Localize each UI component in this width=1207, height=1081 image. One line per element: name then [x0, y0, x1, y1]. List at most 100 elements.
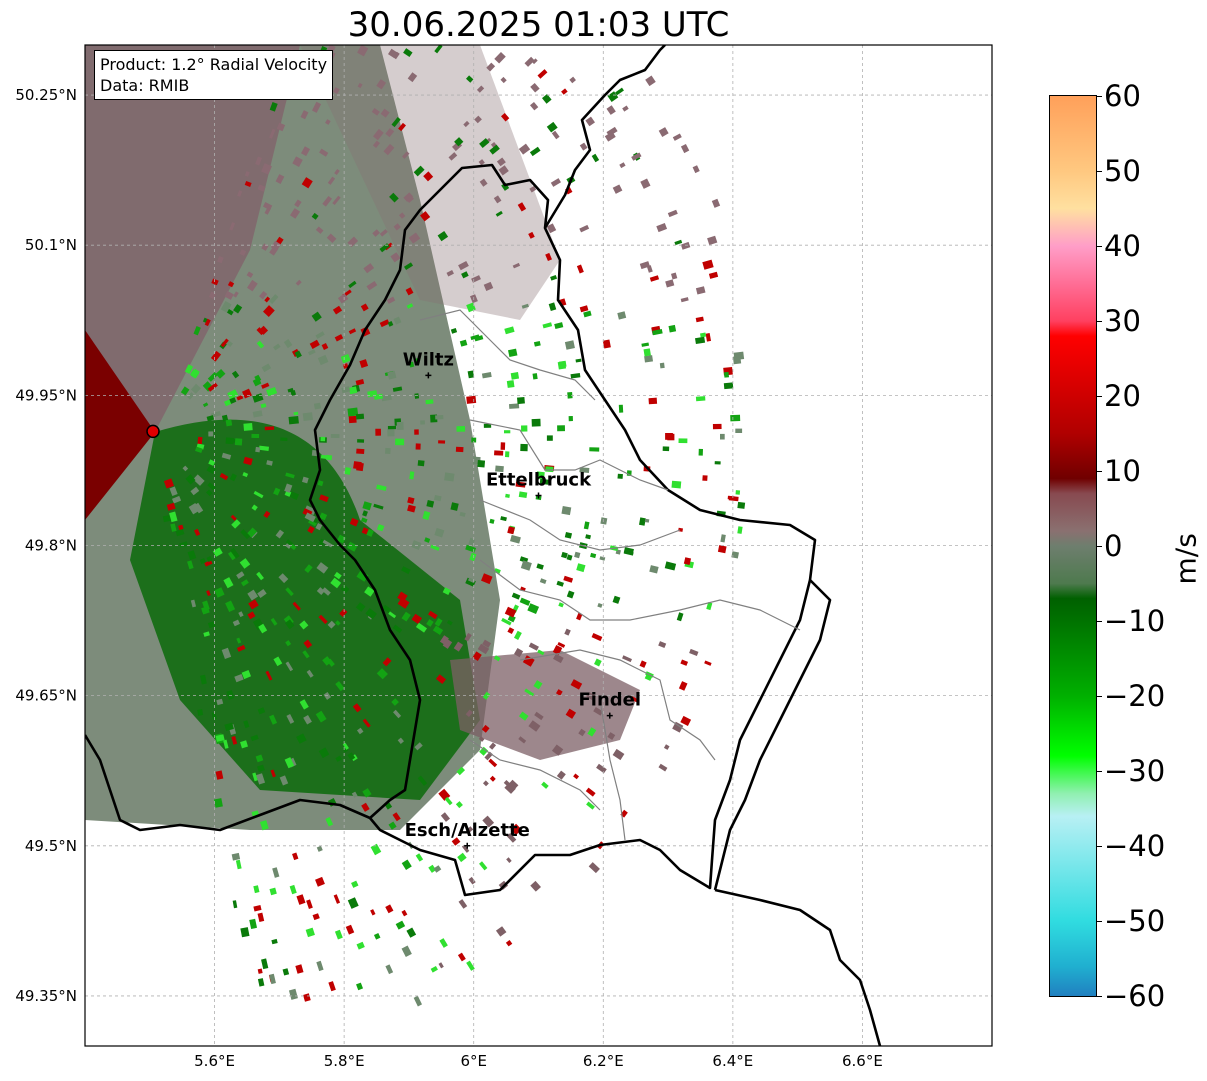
colorbar-tick-label: −30	[1104, 754, 1166, 788]
velocity-pixel	[293, 411, 299, 416]
velocity-pixel	[500, 76, 507, 84]
velocity-pixel	[306, 669, 314, 678]
velocity-pixel	[489, 518, 495, 524]
velocity-pixel	[579, 224, 590, 233]
velocity-pixel	[735, 490, 741, 495]
velocity-pixel	[339, 608, 348, 617]
velocity-pixel	[521, 303, 529, 309]
velocity-pixel	[206, 415, 215, 422]
velocity-pixel	[372, 140, 380, 148]
velocity-pixel	[500, 516, 507, 522]
velocity-pixel	[385, 964, 394, 975]
velocity-pixel	[515, 481, 526, 488]
velocity-pixel	[264, 206, 272, 215]
velocity-pixel	[304, 564, 313, 573]
velocity-pixel	[404, 262, 414, 271]
velocity-pixel	[537, 69, 548, 79]
velocity-pixel	[503, 780, 512, 788]
radar-site-marker[interactable]	[146, 424, 160, 439]
velocity-pixel	[471, 437, 477, 443]
velocity-pixel	[602, 339, 611, 349]
velocity-pixel	[363, 263, 375, 274]
velocity-pixel	[465, 709, 473, 718]
velocity-pixel	[414, 742, 423, 751]
velocity-pixel	[239, 249, 247, 256]
velocity-pixel	[557, 425, 566, 432]
velocity-pixel	[409, 471, 415, 480]
velocity-pixel	[317, 480, 324, 487]
velocity-pixel	[468, 876, 476, 885]
velocity-pixel	[224, 399, 232, 407]
velocity-pixel	[334, 929, 343, 940]
velocity-pixel	[570, 372, 581, 379]
velocity-pixel	[190, 486, 200, 496]
velocity-pixel	[576, 264, 584, 274]
velocity-pixel	[263, 305, 275, 317]
velocity-pixel	[459, 339, 468, 347]
lon-tick-label: 6°E	[460, 1052, 487, 1070]
velocity-pixel	[305, 927, 315, 938]
velocity-pixel	[430, 966, 438, 973]
velocity-pixel	[204, 560, 213, 567]
velocity-pixel	[296, 894, 306, 905]
velocity-pixel	[380, 108, 390, 118]
velocity-pixel	[175, 528, 185, 537]
canton-borders	[419, 309, 801, 841]
velocity-pixel	[319, 148, 329, 157]
velocity-pixel	[226, 690, 235, 700]
velocity-pixel	[365, 608, 377, 620]
velocity-pixel	[437, 231, 449, 242]
velocity-pixel	[269, 887, 277, 896]
lon-tick-label: 6.4°E	[712, 1052, 753, 1070]
lat-tick-label: 50.25°N	[15, 86, 77, 104]
velocity-pixel	[242, 388, 252, 399]
velocity-pixel	[371, 108, 380, 116]
velocity-pixel	[321, 587, 331, 596]
velocity-pixel	[674, 239, 683, 246]
velocity-pixel	[373, 933, 381, 940]
velocity-pixel	[357, 45, 369, 57]
velocity-pixel	[434, 527, 445, 538]
velocity-pixel	[689, 648, 699, 656]
velocity-pixel	[257, 707, 266, 715]
city-findel: Findel	[578, 690, 641, 719]
velocity-pixel	[344, 467, 352, 475]
velocity-pixel	[316, 562, 329, 574]
velocity-pixel	[600, 517, 608, 525]
france-border	[714, 888, 882, 1046]
velocity-pixel	[263, 510, 271, 519]
radar-map[interactable]: 50.25°N 50.1°N 49.95°N 49.8°N 49.65°N 49.5°N 4…	[0, 0, 1000, 1081]
velocity-pixel	[531, 58, 538, 65]
map-title: 30.06.2025 01:03 UTC	[347, 5, 730, 45]
velocity-pixel	[356, 727, 364, 735]
velocity-pixel	[290, 390, 297, 396]
velocity-pixel	[315, 331, 325, 339]
velocity-pixel	[586, 691, 597, 701]
velocity-pixel	[446, 620, 453, 626]
lat-tick-label: 49.65°N	[15, 687, 77, 705]
city-label: Findel	[578, 690, 641, 711]
velocity-pixel	[214, 587, 225, 598]
velocity-pixel	[193, 325, 201, 336]
velocity-pixel	[646, 265, 653, 273]
city-label: Wiltz	[403, 349, 454, 370]
velocity-pixel	[407, 72, 418, 83]
velocity-pixel	[231, 519, 241, 529]
velocity-pixel	[428, 864, 437, 873]
velocity-pixel	[303, 639, 313, 649]
velocity-pixel	[248, 599, 259, 610]
velocity-pixel	[426, 619, 434, 627]
velocity-pixel	[534, 711, 544, 721]
velocity-pixel	[347, 541, 358, 552]
velocity-pixel	[683, 557, 692, 565]
velocity-pixel	[162, 515, 172, 523]
velocity-pixel	[309, 339, 320, 349]
velocity-pixel	[448, 152, 458, 161]
velocity-pixel	[273, 656, 283, 667]
velocity-pixel	[237, 190, 243, 197]
velocity-pixel	[506, 833, 517, 843]
velocity-pixel	[518, 491, 528, 499]
velocity-pixel	[622, 655, 632, 663]
velocity-pixel	[251, 433, 260, 439]
velocity-pixel	[221, 452, 232, 460]
